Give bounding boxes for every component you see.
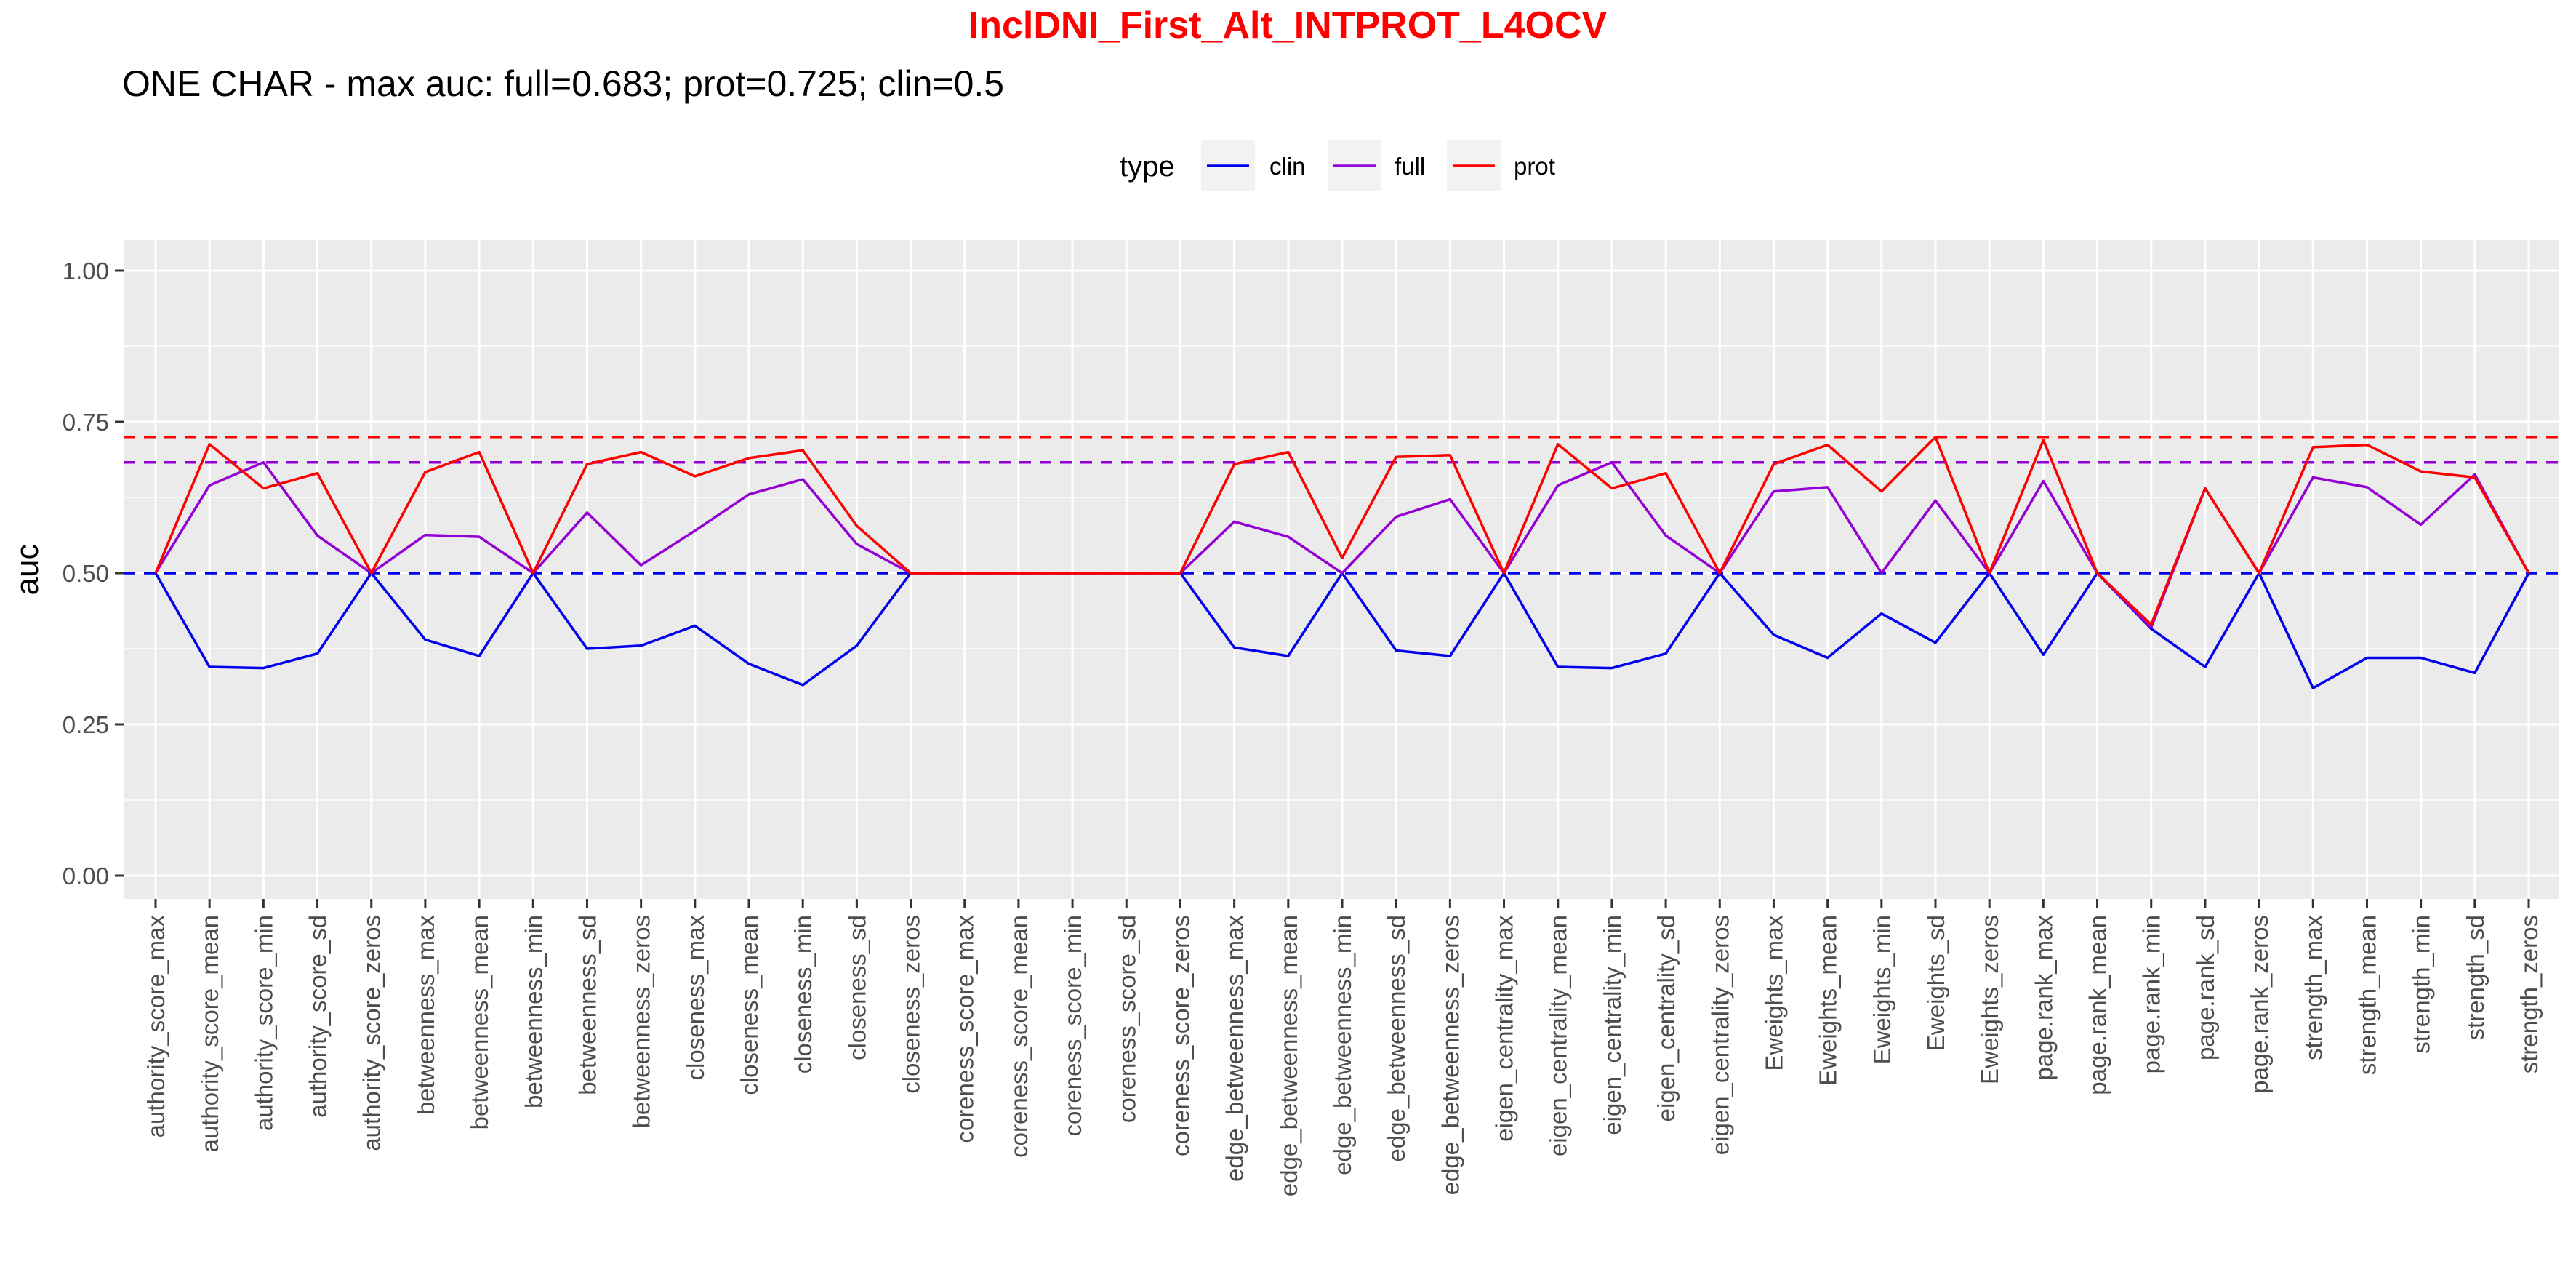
x-tick-label: betweenness_min xyxy=(520,915,547,1108)
y-tick-label: 0.25 xyxy=(63,711,109,738)
x-tick-label: edge_betweenness_sd xyxy=(1383,915,1410,1161)
x-tick-label: eigen_centrality_mean xyxy=(1545,915,1572,1156)
x-tick-label: Eweights_sd xyxy=(1922,915,1949,1051)
chart-title: InclDNI_First_Alt_INTPROT_L4OCV xyxy=(968,4,1608,47)
x-tick-label: strength_zeros xyxy=(2516,915,2543,1073)
chart-subtitle: ONE CHAR - max auc: full=0.683; prot=0.7… xyxy=(122,63,1004,104)
legend-label-clin: clin xyxy=(1269,153,1306,180)
y-axis-title: auc xyxy=(9,544,45,596)
x-tick-label: authority_score_max xyxy=(143,915,169,1138)
y-tick-label: 0.50 xyxy=(63,560,109,587)
x-tick-label: coreness_score_sd xyxy=(1113,915,1140,1123)
x-tick-label: edge_betweenness_mean xyxy=(1275,915,1302,1196)
y-axis: 0.00 0.25 0.50 0.75 1.00 xyxy=(63,257,124,889)
x-tick-label: coreness_score_min xyxy=(1059,915,1086,1136)
legend-title: type xyxy=(1120,151,1175,183)
x-tick-label: coreness_score_max xyxy=(952,915,979,1143)
x-tick-label: eigen_centrality_min xyxy=(1599,915,1626,1135)
x-tick-label: betweenness_max xyxy=(412,915,439,1116)
x-tick-label: betweenness_mean xyxy=(466,915,493,1129)
x-tick-label: authority_score_sd xyxy=(305,915,332,1118)
x-tick-label: Eweights_min xyxy=(1869,915,1895,1064)
x-tick-label: Eweights_mean xyxy=(1815,915,1842,1086)
x-tick-label: strength_mean xyxy=(2354,915,2380,1075)
x-tick-label: page.rank_min xyxy=(2138,915,2165,1073)
x-tick-label: closeness_min xyxy=(790,915,816,1073)
x-tick-label: page.rank_sd xyxy=(2192,915,2219,1060)
x-tick-label: edge_betweenness_max xyxy=(1221,915,1248,1182)
y-tick-label: 0.00 xyxy=(63,863,109,889)
x-tick-label: eigen_centrality_sd xyxy=(1653,915,1680,1121)
legend-label-prot: prot xyxy=(1514,153,1555,180)
x-tick-label: authority_score_zeros xyxy=(358,915,385,1151)
x-tick-label: strength_min xyxy=(2408,915,2435,1054)
x-tick-label: page.rank_zeros xyxy=(2246,915,2273,1094)
x-tick-label: betweenness_zeros xyxy=(628,915,655,1129)
y-tick-label: 0.75 xyxy=(63,409,109,436)
x-tick-label: closeness_sd xyxy=(843,915,870,1060)
x-tick-label: eigen_centrality_max xyxy=(1491,915,1518,1142)
x-tick-label: page.rank_mean xyxy=(2085,915,2111,1095)
x-tick-label: eigen_centrality_zeros xyxy=(1706,915,1733,1155)
x-tick-label: strength_max xyxy=(2300,915,2327,1060)
x-tick-label: authority_score_min xyxy=(250,915,277,1131)
x-tick-label: authority_score_mean xyxy=(196,915,223,1153)
x-tick-label: edge_betweenness_min xyxy=(1329,915,1356,1175)
x-tick-label: strength_sd xyxy=(2462,915,2489,1040)
x-tick-label: page.rank_max xyxy=(2030,915,2057,1081)
x-tick-label: betweenness_sd xyxy=(574,915,601,1095)
x-tick-label: edge_betweenness_zeros xyxy=(1437,915,1464,1195)
x-tick-label: closeness_mean xyxy=(736,915,763,1095)
legend-label-full: full xyxy=(1395,153,1425,180)
x-tick-label: Eweights_zeros xyxy=(1976,915,2003,1084)
x-tick-label: closeness_zeros xyxy=(898,915,925,1094)
x-tick-label: closeness_max xyxy=(682,915,709,1081)
x-tick-label: coreness_score_zeros xyxy=(1167,915,1194,1156)
x-tick-label: Eweights_max xyxy=(1760,915,1787,1071)
series-lines xyxy=(154,436,2530,689)
x-tick-label: coreness_score_mean xyxy=(1006,915,1032,1158)
x-axis: authority_score_max authority_score_mean a… xyxy=(143,899,2543,1196)
series-line-full xyxy=(154,460,2530,629)
legend: type clin full prot xyxy=(1120,140,1555,191)
series-line-prot xyxy=(154,436,2530,626)
y-tick-label: 1.00 xyxy=(63,257,109,284)
gridlines xyxy=(124,240,2559,899)
